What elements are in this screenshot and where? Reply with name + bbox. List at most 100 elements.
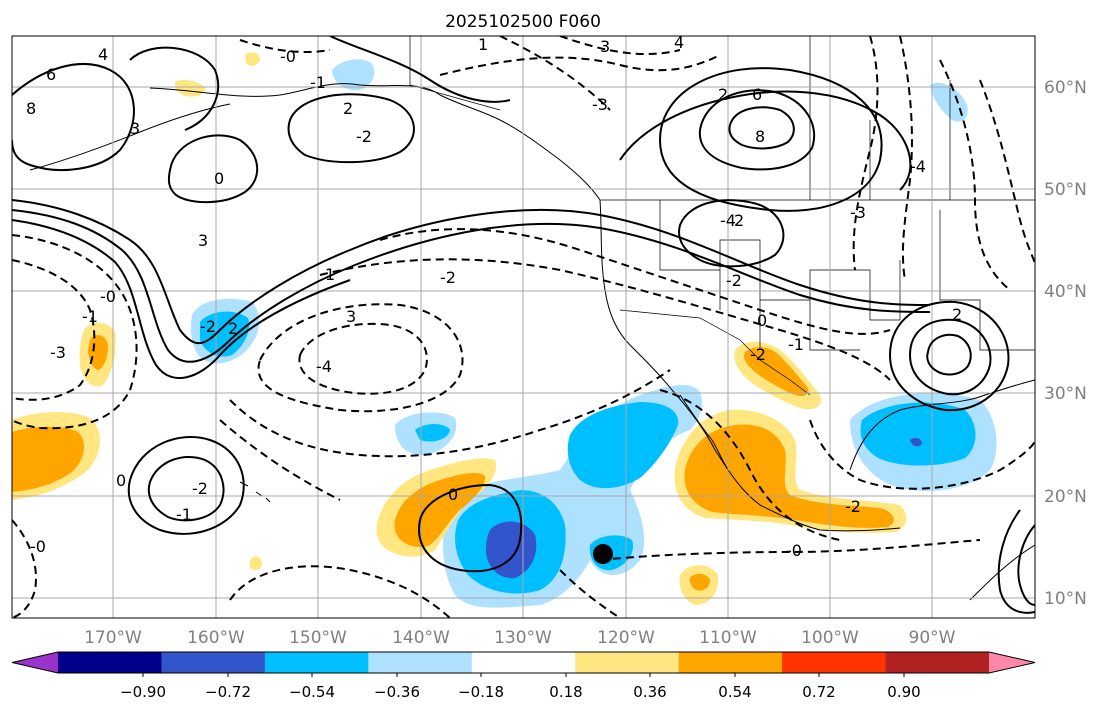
positive-contours <box>12 36 1035 614</box>
contour-label: -2 <box>750 345 766 364</box>
colorbar: −0.90 −0.72 −0.54 −0.36 −0.18 0.18 0.36 … <box>11 651 1036 701</box>
coastline-gulf <box>849 379 1035 471</box>
dashed-contour-alaska-1 <box>439 54 721 76</box>
contour-label: -0 <box>280 47 296 66</box>
solid-contour-caribbean <box>997 509 1035 614</box>
colorbar-swatch <box>575 652 680 673</box>
solid-contour-aleutian-low <box>167 134 259 204</box>
dashed-contour-alaska-2 <box>499 36 611 111</box>
solid-contour-east-low-core <box>926 333 972 376</box>
shade-blue-north-pacific <box>200 311 250 357</box>
colorbar-tick-label: 0.36 <box>633 683 666 701</box>
dashed-contour-canada-trough-4 <box>979 79 1035 266</box>
contour-label: 3 <box>600 37 610 56</box>
solid-contour-labrador <box>619 90 912 191</box>
contour-label: -2 <box>200 317 216 336</box>
colorbar-tick-label: 0.18 <box>549 683 582 701</box>
contour-label: 3 <box>198 231 208 250</box>
contour-label: -3 <box>50 343 66 362</box>
coastline-baja <box>679 394 729 471</box>
solid-contour-bering-trough <box>129 46 220 131</box>
dashed-contour-pacific-trough-inner <box>298 322 428 395</box>
colorbar-tick-label: −0.18 <box>458 683 504 701</box>
contour-label: -1 <box>82 307 98 326</box>
lat-label: 40°N <box>1044 282 1087 302</box>
dashed-contour-gulf-trough <box>809 419 1035 490</box>
contour-label: 8 <box>26 99 36 118</box>
dashed-contour-canada-trough-3 <box>939 59 1011 291</box>
solid-contour-rockies <box>678 199 785 268</box>
colorbar-swatch <box>264 652 369 673</box>
colorbar-extend-high <box>989 652 1035 673</box>
shade-medium-blue-core <box>486 521 537 579</box>
contour-labels: -0 1 3 4 6 8 2 0 -3 -2 2 8 6 3 4 -4 -3 -… <box>26 33 962 560</box>
solid-contour-ridge-inner <box>698 89 816 171</box>
contour-label: -4 <box>720 211 736 230</box>
solid-contour-westerly-jet-2 <box>12 209 931 363</box>
dashed-contour-pacific-trough <box>257 303 464 413</box>
solid-contour-central-pacific-inner <box>147 456 225 522</box>
lon-label: 150°W <box>289 628 347 648</box>
dashed-contour-alaska-3 <box>559 36 681 55</box>
solid-contour-east-low <box>888 300 1010 412</box>
contour-label: 2 <box>228 319 238 338</box>
shade-orange-west-pacific <box>12 426 84 492</box>
shade-yellow-bering-east <box>174 80 205 97</box>
dashed-contour-jet-1 <box>379 228 891 335</box>
coastlines <box>29 83 1035 601</box>
colorbar-outline <box>11 651 1036 674</box>
map-panel: -0 1 3 4 6 8 2 0 -3 -2 2 8 6 3 4 -4 -3 -… <box>12 33 1035 618</box>
colorbar-tick-label: 0.90 <box>887 683 920 701</box>
contour-label: -4 <box>910 157 926 176</box>
contour-label: -2 <box>845 497 861 516</box>
dashed-contour-east-pacific-1 <box>229 369 671 458</box>
contour-label: 3 <box>346 307 356 326</box>
colorbar-swatch <box>368 652 473 673</box>
dashed-contour-subtropical-1 <box>12 234 138 430</box>
shade-yellow-hawaii <box>250 556 262 571</box>
dashed-contour-south-pacific <box>229 565 451 618</box>
contour-label: 2 <box>734 211 744 230</box>
contour-label: -2 <box>726 271 742 290</box>
colorbar-swatch <box>161 652 266 673</box>
solid-contour-western-ridge <box>12 63 135 171</box>
lon-label: 110°W <box>699 628 757 648</box>
contour-label: -1 <box>788 335 804 354</box>
colorbar-tick-label: −0.36 <box>374 683 420 701</box>
shade-blue-subtropical <box>415 424 450 442</box>
colorbar-extend-low <box>12 652 58 673</box>
lon-label: 140°W <box>392 628 450 648</box>
contour-label: 0 <box>757 311 767 330</box>
dashed-contour-bering-sea <box>239 39 331 53</box>
colorbar-tick-label: −0.72 <box>205 683 251 701</box>
lat-label: 60°N <box>1044 78 1087 98</box>
contour-label: -4 <box>316 357 332 376</box>
dashed-contour-canada-trough-1 <box>852 36 879 271</box>
contour-label: -3 <box>850 203 866 222</box>
lat-label: 30°N <box>1044 384 1087 404</box>
shade-light-blue-bering <box>332 59 375 91</box>
border-us-mexico <box>619 309 811 396</box>
contour-label: -2 <box>192 479 208 498</box>
contour-label: 4 <box>674 33 684 52</box>
contour-label: 3 <box>130 119 140 138</box>
contour-label: 2 <box>718 85 728 104</box>
solid-contour-east-low-inner <box>908 318 992 396</box>
coastline-central-america <box>969 544 1035 601</box>
solid-contour-westerly-jet-1 <box>12 199 931 345</box>
dashed-contour-east-pacific-2 <box>219 419 341 501</box>
contour-label: 0 <box>448 485 458 504</box>
lon-label: 160°W <box>187 628 245 648</box>
map-frame <box>11 35 1036 619</box>
contour-label: -0 <box>786 541 802 560</box>
solid-contour-bering <box>329 36 511 103</box>
dashed-contour-dateline <box>12 519 37 618</box>
contour-label: 1 <box>478 35 488 54</box>
contour-label: 6 <box>46 65 56 84</box>
contour-label: -3 <box>592 95 608 114</box>
lon-label: 90°W <box>909 628 956 648</box>
shade-orange-south <box>689 573 710 591</box>
contour-label: 2 <box>343 99 353 118</box>
border-alaska-canada <box>409 36 501 111</box>
